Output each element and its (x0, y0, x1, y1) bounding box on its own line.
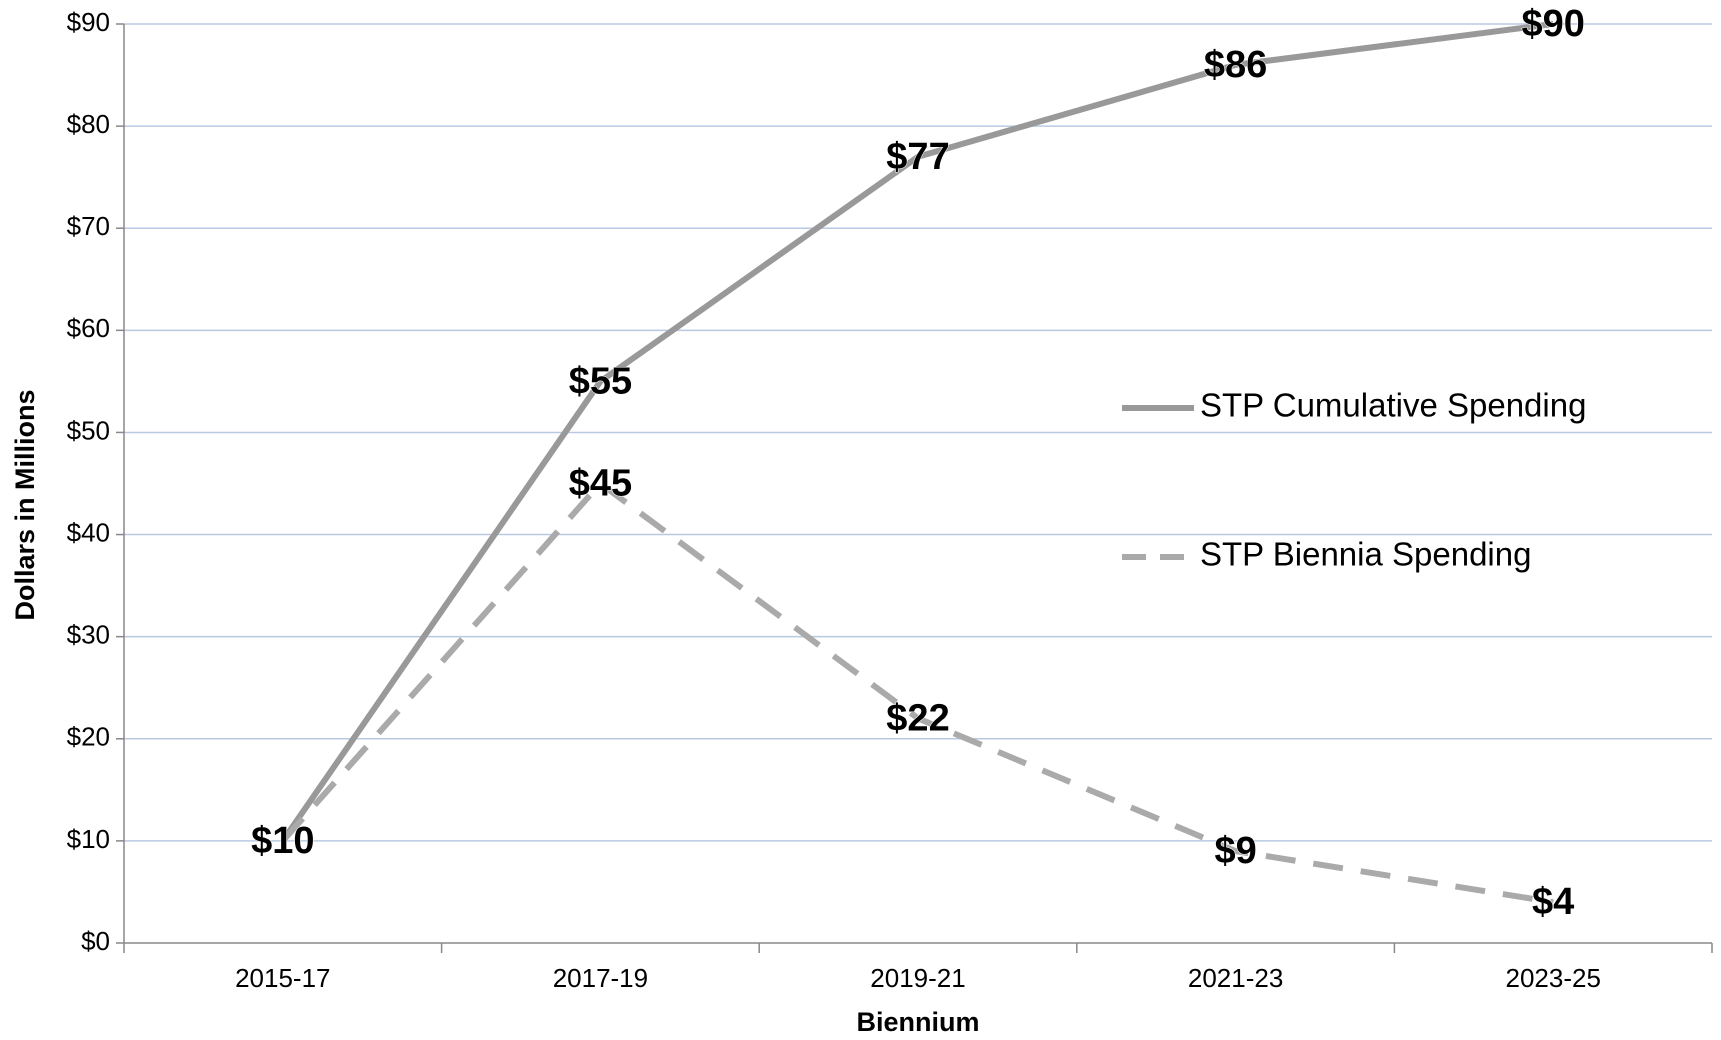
data-label: $4 (1532, 881, 1574, 923)
data-label: $22 (886, 697, 949, 739)
series-line (280, 479, 1554, 906)
x-tick-label: 2015-17 (235, 963, 330, 993)
x-tick-label: 2019-21 (870, 963, 965, 993)
y-tick-label: $70 (67, 211, 110, 241)
data-label: $77 (886, 136, 949, 178)
data-label: $90 (1521, 3, 1584, 45)
y-tick-label: $90 (67, 7, 110, 37)
legend-label: STP Biennia Spending (1200, 536, 1531, 573)
y-tick-label: $60 (67, 313, 110, 343)
y-tick-label: $40 (67, 517, 110, 547)
y-tick-label: $30 (67, 620, 110, 650)
y-axis-title: Dollars in Millions (10, 389, 40, 620)
x-tick-label: 2021-23 (1188, 963, 1283, 993)
y-tick-label: $0 (81, 926, 110, 956)
data-label: $55 (569, 360, 632, 402)
x-tick-label: 2017-19 (553, 963, 648, 993)
series-line (280, 21, 1554, 843)
data-label: $45 (569, 463, 632, 505)
x-axis-title: Biennium (856, 1007, 979, 1037)
data-label: $10 (251, 820, 314, 862)
data-label: $9 (1214, 830, 1256, 872)
y-tick-label: $20 (67, 722, 110, 752)
x-tick-label: 2023-25 (1505, 963, 1600, 993)
y-tick-label: $50 (67, 415, 110, 445)
legend-label: STP Cumulative Spending (1200, 387, 1586, 424)
y-tick-label: $10 (67, 824, 110, 854)
data-label: $86 (1204, 44, 1267, 86)
y-tick-label: $80 (67, 109, 110, 139)
